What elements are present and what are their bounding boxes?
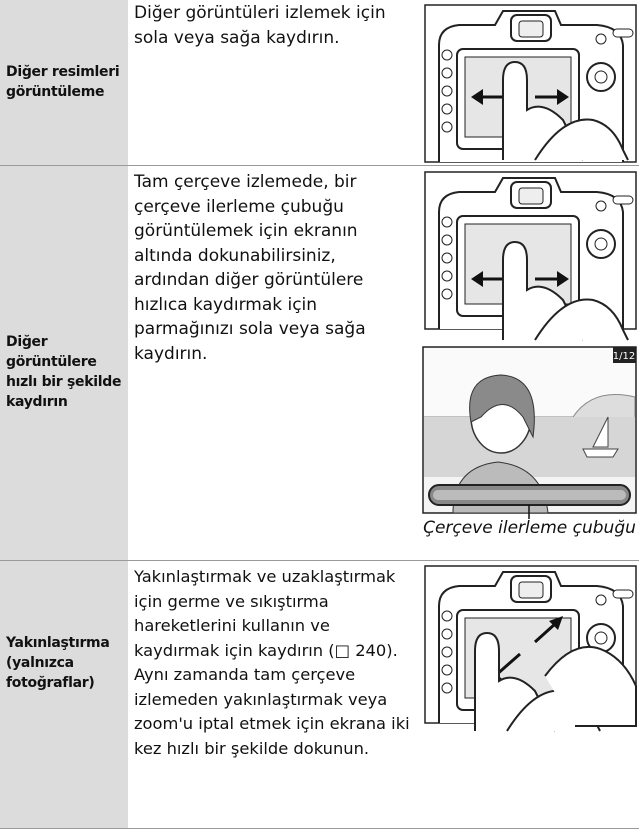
row-text: Tam çerçeve izlemede, bir çerçeve ilerle…	[134, 172, 366, 364]
caption: Çerçeve ilerleme çubuğu	[423, 518, 636, 538]
label-cell: Yakınlaştırma (yalnızca fotoğraflar)	[0, 561, 128, 829]
row-divider	[0, 165, 639, 166]
row-divider	[0, 560, 639, 561]
camera-illustration	[424, 4, 637, 163]
label-cell: Diğer resimleri görüntüleme	[0, 0, 128, 165]
photo-illustration: 1/12	[422, 346, 637, 519]
row-text: Diğer görüntüleri izlemek için sola veya…	[134, 3, 386, 48]
row-label: Diğer görüntülere hızlı bir şekilde kayd…	[6, 334, 122, 410]
row-text: Yakınlaştırmak ve uzaklaştırmak için ger…	[134, 567, 410, 758]
camera-illustration	[424, 565, 637, 732]
frame-counter: 1/12	[613, 351, 635, 362]
camera-illustration	[424, 171, 637, 341]
row-divider	[0, 828, 639, 829]
row-label: Yakınlaştırma (yalnızca fotoğraflar)	[6, 635, 110, 691]
row-label: Diğer resimleri görüntüleme	[6, 64, 120, 100]
label-cell: Diğer görüntülere hızlı bir şekilde kayd…	[0, 166, 128, 560]
